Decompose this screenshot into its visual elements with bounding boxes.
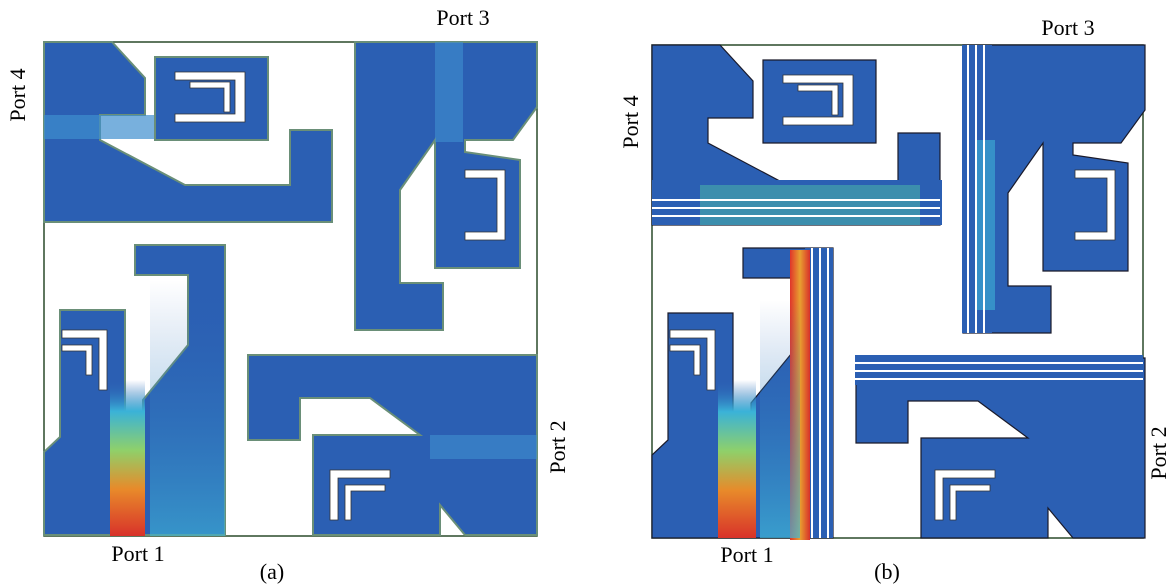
- port-label: Port 1: [720, 542, 773, 567]
- feed-line: [435, 42, 463, 142]
- panel-a: Port 1 Port 2 Port 3 Port 4 (a): [5, 5, 570, 584]
- current-spread: [700, 185, 920, 225]
- caption: (b): [874, 559, 900, 584]
- port-label: Port 3: [436, 5, 489, 30]
- port-label: Port 1: [111, 541, 164, 566]
- current-spread: [150, 280, 225, 536]
- current-hotspot: [110, 380, 145, 536]
- feed-line: [44, 115, 154, 139]
- current-hotspot: [718, 380, 756, 538]
- current-spread: [760, 300, 800, 538]
- port-label: Port 4: [618, 95, 643, 148]
- port-label: Port 4: [5, 68, 30, 121]
- caption: (a): [260, 559, 284, 584]
- feed-line: [430, 435, 537, 459]
- port-label: Port 2: [1146, 426, 1171, 479]
- port-label: Port 3: [1041, 15, 1094, 40]
- figure: Port 1 Port 2 Port 3 Port 4 (a) Port 1 P…: [0, 0, 1175, 586]
- panel-b: Port 1 Port 2 Port 3 Port 4 (b): [618, 15, 1171, 584]
- port-label: Port 2: [545, 420, 570, 473]
